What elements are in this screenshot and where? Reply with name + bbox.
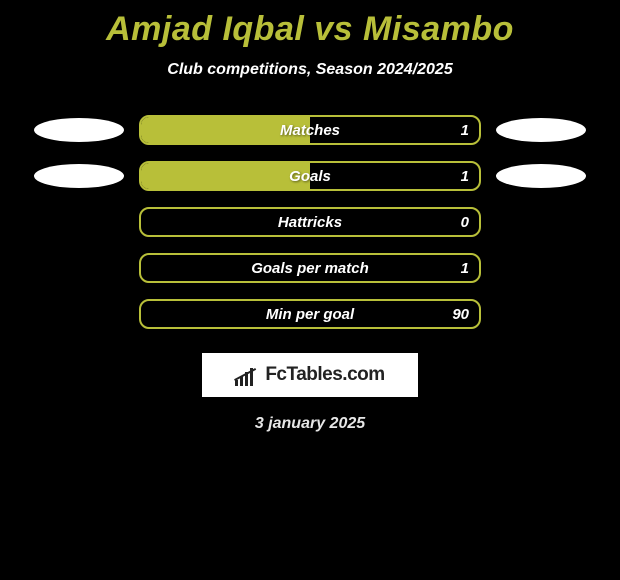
stat-label: Min per goal — [141, 301, 479, 327]
logo-text-suffix: .com — [342, 364, 384, 385]
left-marker-slot — [19, 256, 139, 280]
right-ellipse-marker — [496, 118, 586, 142]
right-ellipse-marker — [496, 164, 586, 188]
stats-rows: Matches1Goals1Hattricks0Goals per match1… — [0, 107, 620, 337]
right-marker-slot — [481, 210, 601, 234]
stat-value: 90 — [452, 301, 469, 327]
logo-text: FcTables.com — [265, 364, 384, 386]
stat-label: Hattricks — [141, 209, 479, 235]
stat-bar: Hattricks0 — [139, 207, 481, 237]
stat-label: Goals per match — [141, 255, 479, 281]
left-marker-slot — [19, 118, 139, 142]
comparison-title: Amjad Iqbal vs Misambo — [0, 0, 620, 49]
left-ellipse-marker — [34, 164, 124, 188]
comparison-subtitle: Club competitions, Season 2024/2025 — [0, 61, 620, 79]
left-marker-slot — [19, 210, 139, 234]
stat-row: Goals1 — [0, 153, 620, 199]
left-ellipse-marker — [34, 118, 124, 142]
stat-bar: Matches1 — [139, 115, 481, 145]
snapshot-date: 3 january 2025 — [0, 415, 620, 433]
stat-value: 1 — [461, 163, 469, 189]
stat-row: Hattricks0 — [0, 199, 620, 245]
right-marker-slot — [481, 256, 601, 280]
left-marker-slot — [19, 164, 139, 188]
bar-chart-icon — [235, 364, 261, 386]
stat-value: 1 — [461, 255, 469, 281]
right-marker-slot — [481, 164, 601, 188]
stat-bar: Goals1 — [139, 161, 481, 191]
stat-row: Goals per match1 — [0, 245, 620, 291]
left-marker-slot — [19, 302, 139, 326]
right-marker-slot — [481, 118, 601, 142]
stat-value: 1 — [461, 117, 469, 143]
stat-label: Goals — [141, 163, 479, 189]
stat-label: Matches — [141, 117, 479, 143]
stat-row: Matches1 — [0, 107, 620, 153]
stat-bar: Min per goal90 — [139, 299, 481, 329]
logo-text-main: FcTables — [265, 364, 342, 385]
right-marker-slot — [481, 302, 601, 326]
stat-bar: Goals per match1 — [139, 253, 481, 283]
fctables-logo: FcTables.com — [202, 353, 418, 397]
stat-row: Min per goal90 — [0, 291, 620, 337]
stat-value: 0 — [461, 209, 469, 235]
